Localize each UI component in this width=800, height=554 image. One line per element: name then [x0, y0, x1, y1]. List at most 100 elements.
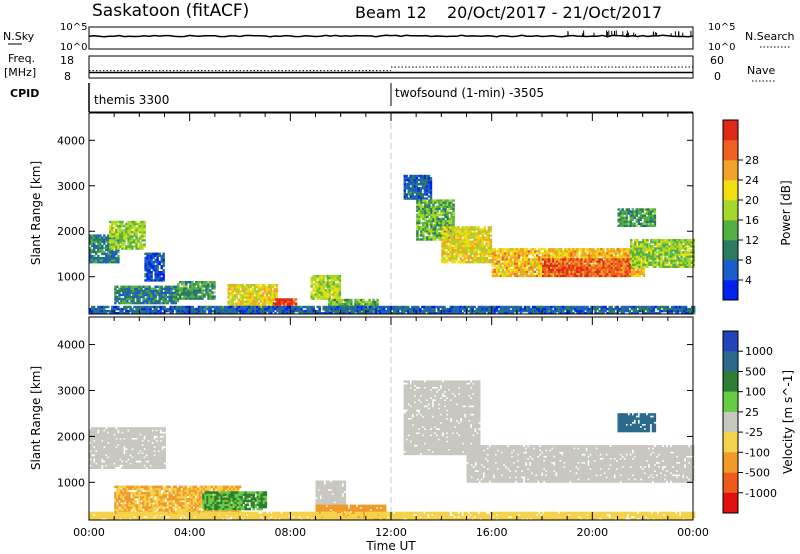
heatmap-cell	[525, 272, 529, 275]
heatmap-cell	[332, 274, 335, 278]
heatmap-cell	[453, 232, 456, 235]
heatmap-cell	[618, 268, 621, 271]
heatmap-cell	[249, 302, 252, 305]
heatmap-cell	[219, 312, 223, 315]
heatmap-cell	[171, 312, 174, 315]
heatmap-cell	[107, 244, 110, 248]
heatmap-cell	[449, 244, 452, 248]
heatmap-cell	[430, 232, 433, 235]
heatmap-cell	[143, 222, 146, 226]
heatmap-cell	[124, 287, 127, 290]
heatmap-cell	[642, 270, 646, 273]
heatmap-cell	[111, 309, 114, 313]
heatmap-cell	[536, 264, 539, 267]
heatmap-cell	[156, 269, 159, 272]
heatmap-cell	[491, 258, 495, 261]
heatmap-cell	[434, 234, 437, 237]
heatmap-cell	[107, 246, 110, 250]
heatmap-cell	[639, 214, 642, 217]
heatmap-cell	[467, 259, 470, 262]
heatmap-cell	[648, 243, 651, 246]
heatmap-cell	[622, 252, 625, 255]
heatmap-cell	[148, 254, 151, 258]
heatmap-cell	[164, 301, 167, 305]
heatmap-cell	[461, 240, 464, 243]
heatmap-cell	[362, 298, 365, 302]
noise-right-tick-top: 10^5	[708, 22, 735, 33]
heatmap-cell	[552, 274, 555, 278]
heatmap-cell	[175, 312, 178, 315]
heatmap-cell	[419, 193, 423, 196]
heatmap-cell	[434, 199, 437, 202]
date-range: 20/Oct/2017 - 21/Oct/2017	[447, 3, 662, 22]
heatmap-cell	[248, 312, 251, 315]
heatmap-cell	[197, 312, 201, 315]
heatmap-cell	[348, 302, 351, 306]
heatmap-cell	[399, 307, 402, 311]
heatmap-cell	[238, 305, 241, 309]
heatmap-cell	[656, 243, 659, 246]
heatmap-cell	[619, 222, 622, 225]
heatmap-cell	[634, 247, 637, 250]
heatmap-cell	[658, 263, 661, 266]
heatmap-cell	[422, 209, 425, 212]
heatmap-cell	[440, 203, 443, 206]
heatmap-cell	[401, 312, 404, 315]
heatmap-cell	[328, 281, 331, 284]
heatmap-cell	[422, 234, 425, 237]
heatmap-cell	[280, 309, 283, 313]
heatmap-cell	[121, 247, 124, 250]
heatmap-cell	[266, 307, 269, 311]
heatmap-cell	[119, 307, 122, 311]
heatmap-cell	[91, 250, 94, 254]
heatmap-cell	[187, 281, 190, 284]
heatmap-cell	[428, 209, 431, 212]
heatmap-cell	[656, 245, 659, 248]
heatmap-cell	[631, 218, 634, 221]
heatmap-cell	[676, 245, 679, 248]
heatmap-cell	[437, 305, 440, 309]
heatmap-cell	[544, 268, 547, 271]
heatmap-cell	[620, 274, 623, 278]
heatmap-cell	[328, 274, 331, 278]
heatmap-cell	[338, 298, 341, 302]
heatmap-cell	[444, 221, 447, 225]
heatmap-cell	[418, 201, 421, 204]
heatmap-cell	[166, 285, 169, 288]
heatmap-cell	[507, 258, 511, 261]
heatmap-cell	[142, 285, 145, 288]
heatmap-cell	[432, 215, 435, 219]
heatmap-cell	[249, 300, 252, 303]
heatmap-cell	[95, 238, 98, 241]
heatmap-cell	[172, 287, 175, 290]
heatmap-cell	[446, 211, 449, 215]
heatmap-cell	[280, 300, 284, 303]
heatmap-cell	[473, 240, 476, 243]
heatmap-cell	[411, 187, 414, 190]
heatmap-cell	[130, 285, 133, 288]
heatmap-cell	[298, 305, 301, 309]
heatmap-cell	[485, 230, 488, 233]
heatmap-cell	[471, 232, 474, 235]
heatmap-cell	[209, 307, 213, 311]
heatmap-cell	[268, 309, 271, 313]
heatmap-cell	[348, 298, 351, 302]
heatmap-cell	[199, 285, 202, 288]
heatmap-cell	[624, 266, 627, 269]
heatmap-cell	[422, 230, 425, 233]
heatmap-cell	[608, 272, 611, 275]
heatmap-cell	[246, 305, 249, 309]
heatmap-cell	[606, 270, 609, 273]
heatmap-cell	[630, 264, 633, 267]
heatmap-cell	[113, 250, 116, 254]
heatmap-cell	[197, 285, 200, 288]
heatmap-cell	[440, 221, 443, 225]
heatmap-cell	[249, 294, 252, 297]
heatmap-cell	[247, 296, 250, 299]
heatmap-cell	[269, 294, 273, 297]
heatmap-cell	[229, 284, 232, 287]
heatmap-cell	[646, 261, 649, 264]
heatmap-cell	[126, 285, 129, 288]
heatmap-cell	[298, 309, 301, 313]
heatmap-cell	[507, 248, 511, 251]
